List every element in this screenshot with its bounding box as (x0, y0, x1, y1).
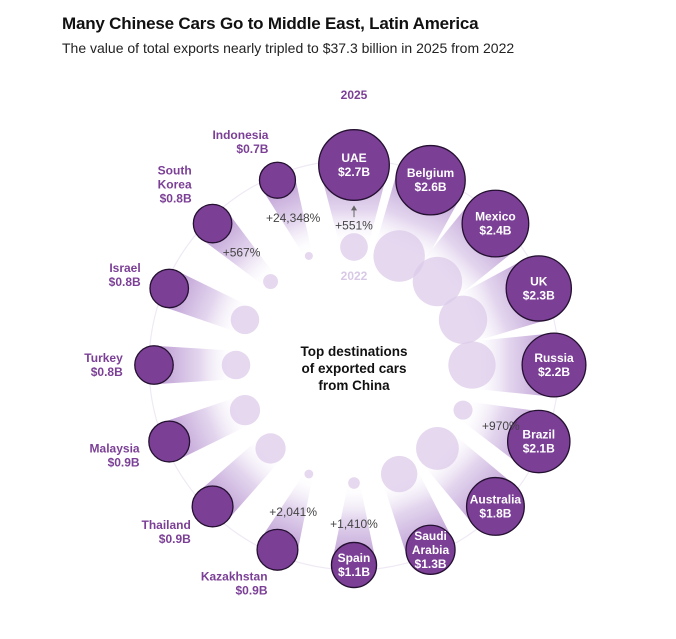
growth-uae: +551% (335, 218, 373, 232)
bubble-2022-indonesia (304, 251, 313, 260)
growth-indonesia: +24,348% (266, 211, 321, 225)
growth-south-korea: +567% (223, 246, 261, 260)
label-value-kazakhstan: $0.9B (236, 583, 268, 597)
year-2022-label: 2022 (341, 269, 368, 283)
bubble-2022-turkey (221, 350, 251, 380)
bubble-2025-israel (149, 268, 190, 309)
label-value-israel: $0.8B (109, 275, 141, 289)
bubble-2022-kazakhstan (304, 469, 314, 479)
bubble-2022-israel (230, 305, 260, 335)
bubble-2022-uae (340, 233, 368, 261)
label-brazil: Brazil $2.1B (522, 428, 555, 456)
label-value-belgium: $2.6B (415, 180, 447, 194)
label-uk: UK $2.3B (523, 274, 555, 302)
label-uae: UAE $2.7B (338, 151, 370, 179)
bubble-2025-south-korea (192, 203, 233, 244)
label-name-brazil: Brazil (522, 428, 555, 442)
label-value-uk: $2.3B (523, 288, 555, 302)
bubble-2022-mexico (412, 256, 463, 307)
label-spain: Spain $1.1B (338, 551, 371, 579)
label-australia: Australia $1.8B (470, 492, 522, 520)
bubble-2022-malaysia (229, 395, 261, 426)
bubble-2022-saudi-arabia (380, 455, 418, 493)
label-name-russia: Russia (534, 351, 574, 365)
label-value-saudi-arabia: $1.3B (415, 557, 447, 571)
label-name-saudi-arabia-1: Arabia (412, 543, 450, 557)
bubble-2022-russia (448, 341, 496, 389)
bubble-2025-uk (505, 255, 573, 322)
bubble-2025-malaysia (148, 420, 191, 463)
bubble-2025-uae (318, 129, 390, 201)
label-indonesia: Indonesia $0.7B (212, 128, 268, 156)
label-name-saudi-arabia: Saudi (414, 529, 447, 543)
label-malaysia: Malaysia $0.9B (90, 441, 140, 469)
label-name-south-korea: South (158, 164, 192, 178)
label-kazakhstan: Kazakhstan $0.9B (201, 569, 268, 597)
stream-turkey (154, 345, 236, 385)
label-name-israel: Israel (109, 261, 140, 275)
label-name-thailand: Thailand (141, 518, 190, 532)
label-name-turkey: Turkey (84, 351, 123, 365)
growth-spain: +1,410% (330, 517, 378, 531)
label-name-spain: Spain (338, 551, 371, 565)
bubble-2022-australia (416, 427, 459, 470)
label-south-korea: South Korea $0.8B (158, 164, 192, 206)
bubble-2025-spain (330, 541, 378, 589)
label-value-indonesia: $0.7B (236, 142, 268, 156)
stream-spain (331, 483, 377, 565)
bubble-2025-turkey (134, 345, 174, 385)
bubble-2025-belgium (395, 144, 466, 216)
growth-arrowhead-uae (351, 205, 357, 211)
label-name-kazakhstan: Kazakhstan (201, 569, 268, 583)
label-israel: Israel $0.8B (109, 261, 141, 289)
label-saudi-arabia: Saudi Arabia $1.3B (412, 529, 450, 571)
label-value-brazil: $2.1B (523, 442, 555, 456)
label-russia: Russia $2.2B (534, 351, 574, 379)
growth-brazil: +970% (482, 419, 520, 433)
label-value-thailand: $0.9B (159, 532, 191, 546)
center-label-line-3: from China (318, 378, 390, 393)
center-label-line-1: Top destinations (301, 344, 408, 359)
label-value-australia: $1.8B (479, 506, 511, 520)
bubble-2022-south-korea (263, 274, 279, 290)
label-name-indonesia: Indonesia (212, 128, 268, 142)
label-value-south-korea: $0.8B (160, 192, 192, 206)
bubble-2022-thailand (255, 433, 286, 464)
label-name-belgium: Belgium (407, 166, 454, 180)
center-label-line-2: of exported cars (301, 361, 406, 376)
bubble-2022-brazil (453, 400, 473, 420)
bubble-2025-saudi-arabia (405, 524, 456, 575)
bubble-2025-thailand (191, 485, 234, 528)
bubble-2022-spain (348, 477, 360, 489)
label-value-spain: $1.1B (338, 565, 370, 579)
label-name-australia: Australia (470, 492, 522, 506)
bubble-2022-uk (438, 295, 488, 345)
label-value-russia: $2.2B (538, 365, 570, 379)
label-name-south-korea-1: Korea (158, 178, 192, 192)
chart-title: Many Chinese Cars Go to Middle East, Lat… (62, 14, 479, 33)
year-2025-label: 2025 (341, 88, 368, 102)
bubble-2025-mexico (461, 189, 530, 258)
label-belgium: Belgium $2.6B (407, 166, 454, 194)
label-value-mexico: $2.4B (479, 224, 511, 238)
bubble-2022-belgium (373, 230, 425, 282)
label-turkey: Turkey $0.8B (84, 351, 123, 379)
label-name-mexico: Mexico (475, 210, 516, 224)
label-name-malaysia: Malaysia (90, 441, 140, 455)
label-mexico: Mexico $2.4B (475, 210, 516, 238)
label-value-uae: $2.7B (338, 165, 370, 179)
bubble-2025-russia (521, 332, 587, 398)
label-value-malaysia: $0.9B (108, 455, 140, 469)
bubble-2025-indonesia (258, 161, 297, 199)
label-name-uae: UAE (341, 151, 366, 165)
bubble-2025-australia (465, 476, 525, 536)
bubble-2025-kazakhstan (256, 528, 299, 571)
label-thailand: Thailand $0.9B (141, 518, 191, 546)
bubble-2025-brazil (506, 409, 571, 474)
growth-kazakhstan: +2,041% (269, 505, 317, 519)
chart-subtitle: The value of total exports nearly triple… (62, 40, 515, 56)
label-value-turkey: $0.8B (91, 365, 123, 379)
label-name-uk: UK (530, 274, 548, 288)
